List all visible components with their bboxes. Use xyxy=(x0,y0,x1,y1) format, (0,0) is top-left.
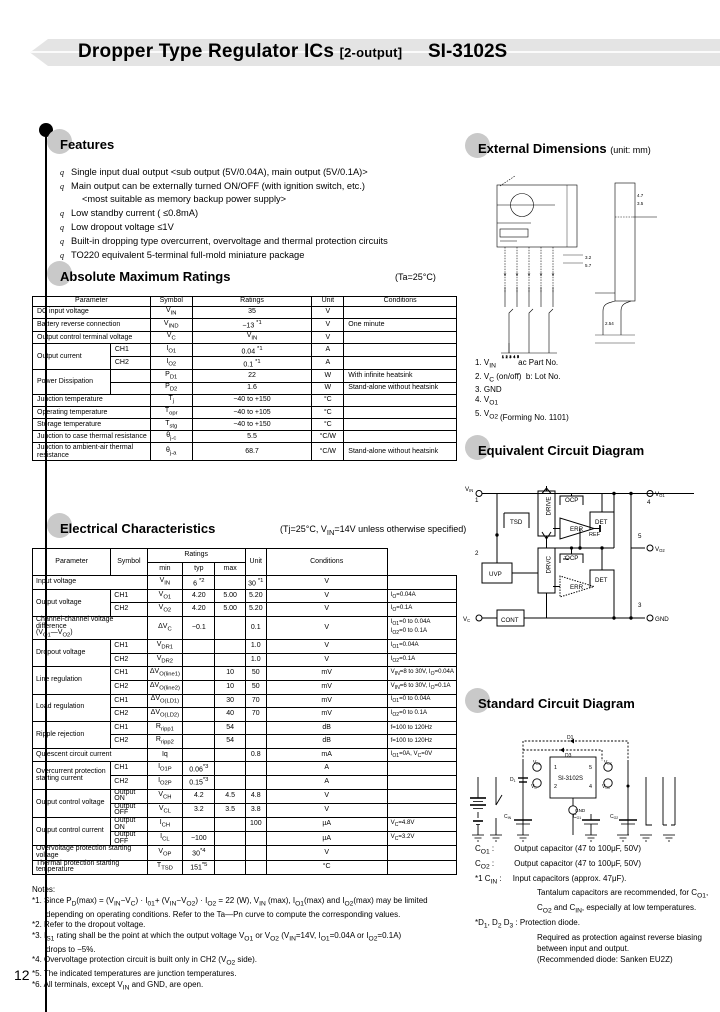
svg-text:VO2: VO2 xyxy=(655,546,665,553)
svg-text:−: − xyxy=(564,554,567,560)
svg-text:OCP: OCP xyxy=(565,497,578,504)
svg-text:3.5: 3.5 xyxy=(637,201,644,206)
svg-text:VIN: VIN xyxy=(533,760,540,766)
svg-text:VIN: VIN xyxy=(465,486,473,493)
svg-text:REF: REF xyxy=(589,532,601,538)
svg-text:4: 4 xyxy=(589,784,592,790)
svg-text:D3: D3 xyxy=(565,753,572,759)
svg-text:TSD: TSD xyxy=(510,519,523,526)
svg-text:ERR: ERR xyxy=(570,526,584,533)
svg-text:VO1: VO1 xyxy=(655,491,665,498)
svg-text:5: 5 xyxy=(638,533,642,540)
svg-text:4.7: 4.7 xyxy=(637,193,644,198)
svg-text:GND: GND xyxy=(575,808,586,813)
svg-text:VO1: VO1 xyxy=(602,784,610,790)
svg-text:CO2: CO2 xyxy=(610,814,618,820)
svg-text:SI-3102S: SI-3102S xyxy=(558,776,583,782)
svg-text:ERR: ERR xyxy=(570,584,584,591)
svg-text:CIN: CIN xyxy=(504,814,512,820)
svg-text:CO1: CO1 xyxy=(573,814,581,820)
svg-text:1: 1 xyxy=(554,765,557,771)
svg-text:DRVC: DRVC xyxy=(546,556,553,574)
svg-text:2.54: 2.54 xyxy=(605,321,614,326)
svg-text:UVP: UVP xyxy=(489,571,502,578)
svg-text:1: 1 xyxy=(475,497,479,504)
svg-text:D1: D1 xyxy=(510,777,516,783)
svg-text:VC: VC xyxy=(463,616,470,623)
svg-text:GND: GND xyxy=(655,616,669,623)
svg-text:2: 2 xyxy=(475,550,479,557)
svg-text:5: 5 xyxy=(589,765,592,771)
svg-text:OCP: OCP xyxy=(565,555,578,562)
svg-text:2: 2 xyxy=(554,784,557,790)
svg-text:DRIVE: DRIVE xyxy=(546,497,553,516)
svg-text:D1: D1 xyxy=(567,735,574,741)
svg-text:5.7: 5.7 xyxy=(585,263,592,268)
svg-text:VC: VC xyxy=(531,784,537,790)
svg-text:CONT: CONT xyxy=(501,617,519,624)
svg-text:DET: DET xyxy=(595,577,608,584)
svg-text:4: 4 xyxy=(647,499,651,506)
svg-text:DET: DET xyxy=(595,519,608,526)
svg-text:3: 3 xyxy=(638,602,642,609)
svg-text:3.2: 3.2 xyxy=(585,255,592,260)
svg-text:VCC: VCC xyxy=(604,760,613,766)
